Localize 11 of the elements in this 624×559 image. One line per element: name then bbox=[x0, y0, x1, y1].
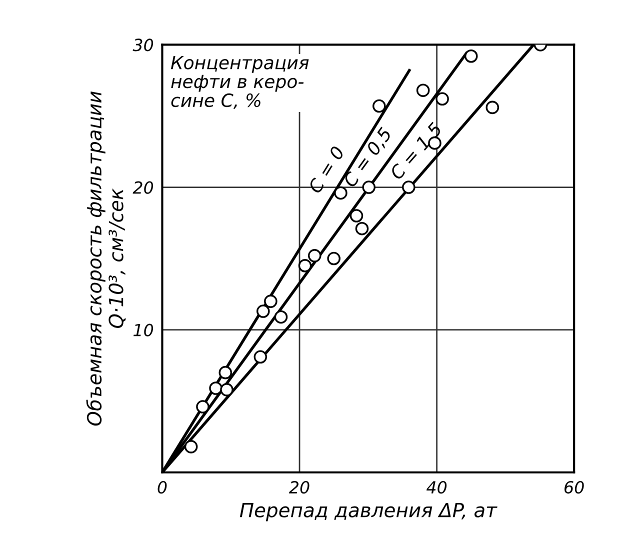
x-tick-label: 20 bbox=[288, 480, 310, 494]
annotation: Концентрация нефти в керо- сине С, % bbox=[170, 56, 309, 109]
y-axis-title: Объемная скорость фильтрации Q·10³, см³/сек bbox=[86, 91, 126, 426]
y-tick-label: 30 bbox=[132, 38, 154, 52]
x-tick-label: 0 bbox=[158, 480, 167, 494]
x-tick-label: 40 bbox=[426, 480, 447, 494]
y-tick-label: 20 bbox=[132, 181, 154, 194]
y-tick-label: 10 bbox=[134, 324, 154, 336]
text: C = 0 bbox=[308, 145, 345, 194]
x-tick-label: 60 bbox=[564, 480, 584, 494]
x-axis-title: Перепад давления ΔP, ат bbox=[240, 502, 498, 522]
